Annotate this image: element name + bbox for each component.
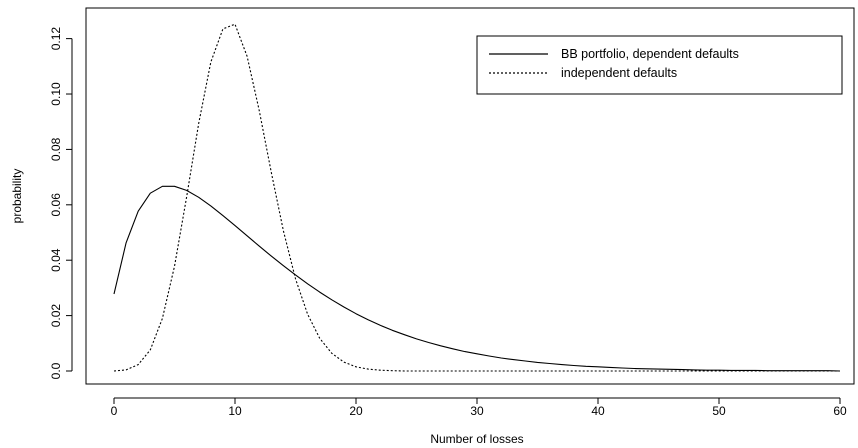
- y-axis-title: probability: [10, 169, 24, 224]
- series-line-0: [113, 185, 841, 372]
- x-tick-label: 20: [349, 404, 363, 418]
- x-tick-label: 60: [833, 404, 847, 418]
- x-tick-label: 0: [111, 404, 118, 418]
- y-axis: 0.0 0.02 0.04 0.06 0.08 0.10 0.12: [49, 27, 73, 379]
- legend: BB portfolio, dependent defaults indepen…: [476, 35, 843, 95]
- y-tick-label: 0.08: [49, 137, 63, 161]
- series-line-1: [113, 23, 840, 372]
- legend-label-independent: independent defaults: [561, 66, 677, 80]
- x-axis-title: Number of losses: [430, 432, 523, 446]
- y-tick-label: 0.04: [49, 248, 63, 272]
- x-tick-label: 10: [228, 404, 242, 418]
- y-tick-label: 0.12: [49, 27, 63, 51]
- legend-label-dependent: BB portfolio, dependent defaults: [561, 47, 739, 61]
- x-tick-label: 40: [591, 404, 605, 418]
- legend-box: [476, 35, 843, 95]
- x-axis: 0 10 20 30 40 50 60: [111, 397, 847, 418]
- y-tick-label: 0.10: [49, 82, 63, 106]
- x-tick-label: 30: [470, 404, 484, 418]
- series-layer: [113, 23, 841, 372]
- y-tick-label: 0.06: [49, 193, 63, 217]
- plot-frame: [85, 7, 855, 385]
- x-tick-label: 50: [712, 404, 726, 418]
- y-tick-label: 0.0: [49, 362, 63, 379]
- y-tick-label: 0.02: [49, 304, 63, 328]
